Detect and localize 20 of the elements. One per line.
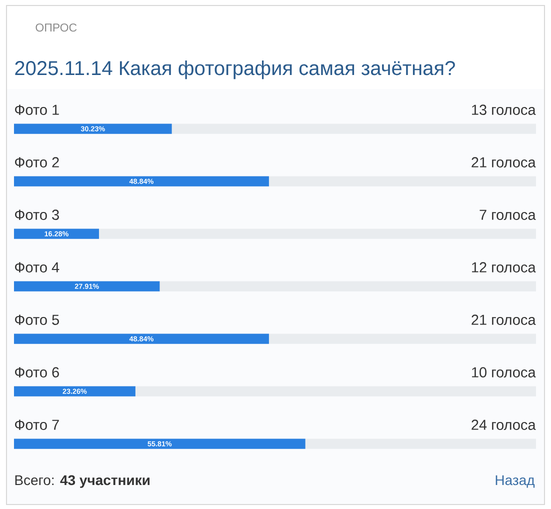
annotation: 21 голоса [472, 314, 536, 325]
y-tick-label: Фото 1 [15, 104, 59, 115]
y-tick-label: Фото 4 [15, 262, 60, 272]
annotation: 24 голоса [472, 420, 536, 430]
bar [14, 386, 136, 396]
text: Всего: 43 участники [15, 475, 150, 488]
y-tick-label: Фото 5 [15, 314, 59, 325]
annotation: 12 голоса [472, 262, 536, 272]
y-tick-label: Фото 7 [15, 420, 59, 430]
annotation: 7 голоса [480, 210, 536, 220]
annotation: 13 голоса [472, 104, 536, 115]
text: Назад [496, 475, 535, 488]
annotation: 10 голоса [472, 367, 536, 378]
bar [14, 228, 99, 239]
annotation: 21 голоса [472, 157, 536, 168]
chart-title: 2025.11.14 Какая фотография самая зачётная? [15, 60, 455, 80]
y-tick-label: Фото 6 [15, 367, 59, 378]
y-tick-label: Фото 3 [15, 210, 59, 220]
y-tick-label: Фото 2 [15, 157, 59, 168]
text: ОПРОС [36, 23, 77, 32]
